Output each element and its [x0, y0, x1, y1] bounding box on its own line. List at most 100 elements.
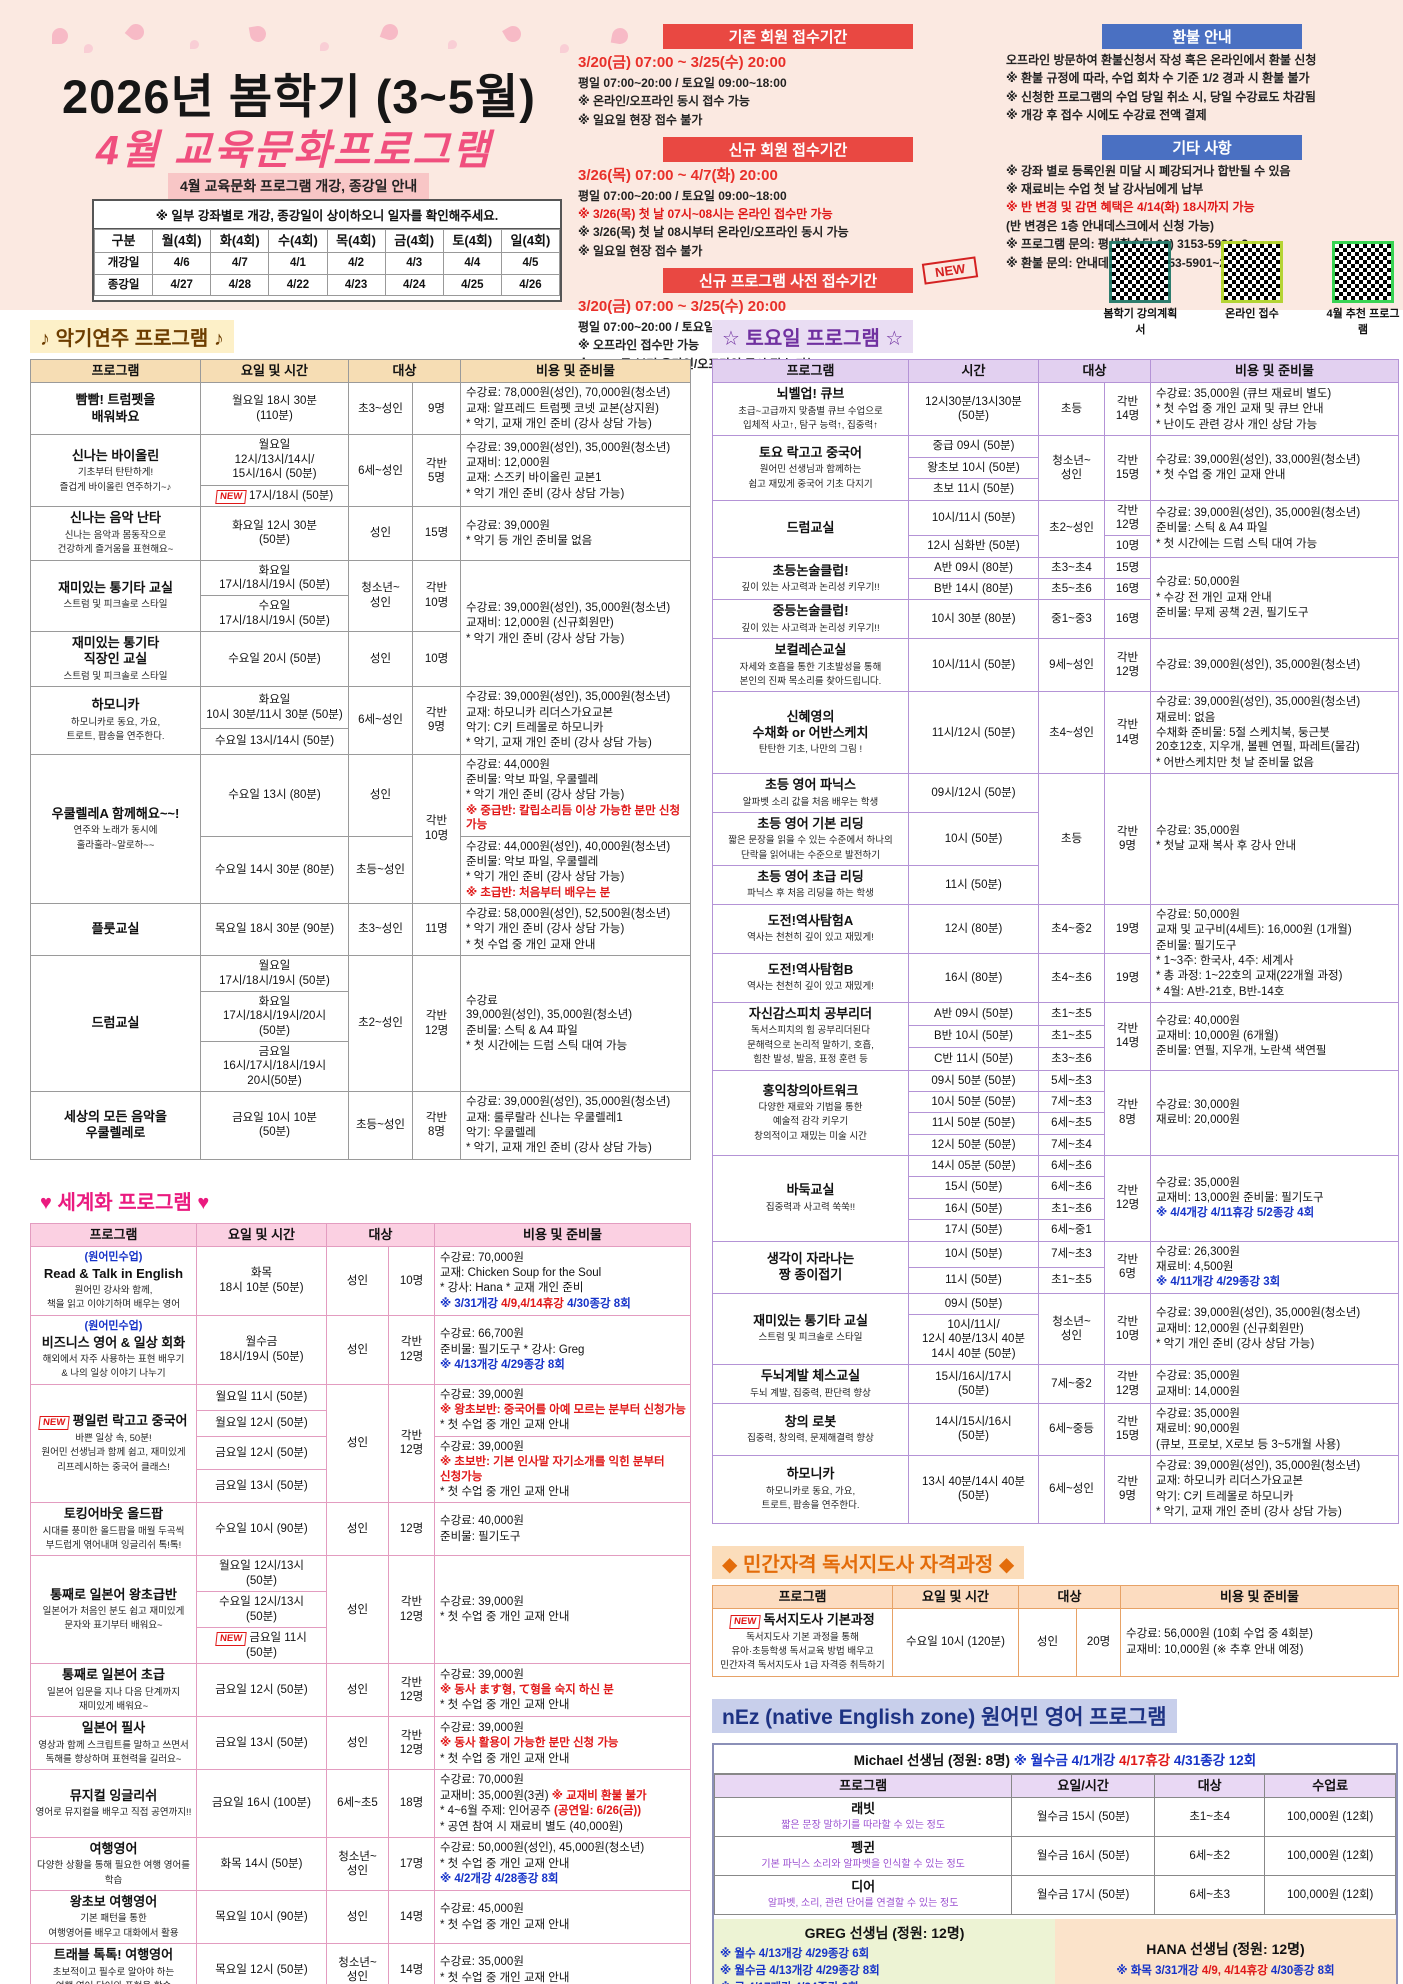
table-row: 개강일 4/6 4/7 4/1 4/2 4/3 4/4 4/5: [93, 252, 561, 275]
table-cell: 수강료: 35,000원 (큐브 재료비 별도) * 첫 수업 중 개인 교재 및…: [1150, 382, 1400, 437]
section-title-instruments: ♪ 악기연주 프로그램 ♪: [30, 320, 234, 353]
table-cell: 월요일 12시/13시 (50분): [196, 1555, 327, 1593]
table-cell: 수요일 14시 30분 (80분): [200, 835, 349, 904]
column-header: 화(4회): [210, 228, 270, 254]
table-cell: 4/6: [152, 252, 212, 275]
table-cell: 우쿨렐레A 함께해요~~! 연주와 노래가 동시에 훌라훌라~알로하~~: [30, 753, 201, 905]
table-cell: 플룻교실: [30, 902, 201, 957]
table-cell: NEW 17시/18시 (50분): [200, 484, 349, 508]
table-cell: 100,000원 (12회): [1264, 1874, 1396, 1915]
table-cell: 월요일 17시/18시/19시 (50분): [200, 955, 349, 992]
qr-code-item: 봄학기 강의계획서: [1100, 241, 1181, 337]
table-cell: 각반 12명: [387, 1555, 436, 1665]
table-cell: 중등논술클럽! 깊이 있는 사고력과 논리성 키우기!!: [712, 599, 909, 640]
table-cell: 하모니카 하모니카로 동요, 가요, 트로트, 팝송을 연주한다.: [30, 686, 201, 755]
column-header: 프로그램: [30, 358, 201, 384]
table-cell: 6세~초6: [1038, 1176, 1105, 1199]
column-header: 비용 및 준비물: [1150, 358, 1400, 384]
table-cell: 자신감스피치 공부리더 독서스피치의 힘 공부리더된다 문해력으로 논리적 말하기…: [712, 1002, 909, 1071]
section-title-saturday: ☆ 토요일 프로그램 ☆: [712, 320, 914, 353]
table-cell: 홍익창의아트워크 다양한 재료와 기법을 통한 예술적 감각 키우기 창의적이고 …: [712, 1069, 909, 1156]
table-cell: 각반 15명: [1103, 1402, 1152, 1457]
table-cell: 바둑교실 집중력과 사고력 쑥쑥!!: [712, 1155, 909, 1242]
table-cell: 10시 (50분): [908, 811, 1039, 867]
table-row: 16시 (50분) 초1~초6: [713, 1197, 1399, 1221]
table-cell: 6세~중1: [1038, 1219, 1105, 1242]
saturday-program-table: 프로그램 시간 대상 비용 및 준비물 뇌벨업! 큐브 초급~고급까지 맞춤별 큐브 수업…: [712, 358, 1400, 1524]
table-cell: 재미있는 통기타 교실 스트럼 및 피크솔로 스타일: [712, 1292, 909, 1366]
column-header: 비용 및 준비물: [1120, 1584, 1400, 1609]
table-cell: 각반 12명: [1103, 638, 1152, 693]
column-header: 요일 및 시간: [196, 1222, 327, 1247]
table-cell: 성인: [326, 1383, 389, 1504]
table-cell: 각반 14명: [1103, 1002, 1152, 1071]
table-cell: 초5~초6: [1038, 577, 1105, 601]
table-cell: 각반 14명: [1103, 691, 1152, 775]
column-header: 요일 및 시간: [892, 1584, 1019, 1609]
new-badge: NEW: [215, 489, 247, 504]
qr-code-item: 온라인 접수: [1220, 241, 1283, 337]
table-cell: 청소년~ 성인: [1038, 435, 1105, 501]
table-cell: 10시/11시 (50분): [908, 499, 1039, 537]
table-cell: 중1~중3: [1038, 599, 1105, 640]
table-cell: 수강료: 50,000원 * 수강 전 개인 교재 안내 준비물: 무제 공책 2권…: [1150, 556, 1400, 640]
music-note-icon: ♪: [40, 328, 50, 350]
header-row: 프로그램 요일 및 시간 대상 비용 및 준비물: [30, 1222, 692, 1247]
blossom-decoration: [190, 40, 199, 49]
table-cell: 금요일 12시 (50분): [196, 1663, 327, 1718]
table-cell: 4/22: [268, 273, 328, 297]
column-header: 비용 및 준비물: [434, 1222, 692, 1247]
table-cell: 수강료: 26,300원 재료비: 4,500원 ※ 4/11개강 4/29종강 3…: [1150, 1240, 1400, 1294]
table-row: 일본어 필사 영상과 함께 스크립트를 말하고 쓰면서 독해를 향상하며 표현력을…: [30, 1716, 692, 1771]
table-row: NEW 금요일 11시 (50분): [31, 1626, 691, 1665]
table-cell: 16명: [1103, 577, 1152, 601]
table-cell: 디어 알파벳, 소리, 관련 단어를 연결할 수 있는 정도: [713, 1874, 1013, 1915]
table-cell: 15명: [411, 506, 462, 561]
table-cell: 성인: [348, 753, 413, 837]
table-cell: 100,000원 (12회): [1264, 1835, 1396, 1876]
table-row: 초등 영어 파닉스 알파벳 소리 값을 처음 배우는 학생 09시/12시 (50분…: [712, 773, 1400, 905]
table-cell: 수강료: 35,000원 교재비: 13,000원 준비물: 필기도구 ※ 4/4개…: [1150, 1155, 1400, 1242]
table-cell: 각반 8명: [411, 1091, 462, 1160]
table-row: 도전!역사탐험B 역사는 천천히 깊이 있고 재밌게! 16시 (80분) 초4~초6…: [712, 952, 1399, 1004]
table-cell: 6세~초6: [1038, 1154, 1105, 1178]
column-header: 대상: [1037, 358, 1152, 384]
table-row: 종강일 4/27 4/28 4/22 4/23 4/24 4/25 4/26: [93, 273, 561, 297]
table-cell: 각반 12명: [387, 1383, 436, 1504]
table-cell: 6세~성인: [348, 686, 413, 755]
table-cell: 수강료: 39,000원 ※ 동사 활용이 가능한 분만 신청 가능 * 첫 수업 …: [434, 1716, 692, 1771]
table-row: 펭귄 기본 파닉스 소리와 알파벳을 인식할 수 있는 정도 월수금 16시 (50…: [713, 1835, 1396, 1876]
table-row: 드럼교실 10시/11시 (50분) 초2~성인 각반 12명 수강료: 39,000원…: [712, 499, 1400, 558]
schedule-note: ※ 일부 강좌별로 개강, 종강일이 상이하오니 일자를 확인해주세요.: [94, 201, 560, 229]
table-row: 수요일 12시/13시 (50분): [31, 1591, 691, 1628]
table-row: 래빗 짧은 문장 말하기를 따라할 수 있는 정도 월수금 15시 (50분) 초1~…: [713, 1797, 1396, 1837]
table-cell: 각반 10명: [411, 753, 462, 905]
table-cell: 6세~중등: [1038, 1402, 1105, 1457]
table-cell: 16시 (80분): [908, 952, 1039, 1004]
table-cell: 4/4: [442, 252, 502, 275]
info-box: 기타 사항 ※ 강좌 별로 등록인원 미달 시 폐강되거나 합반될 수 있음 ※ 재…: [1006, 134, 1398, 273]
qr-label: 4월 추천 프로그램: [1326, 308, 1400, 336]
table-cell: 4/1: [268, 252, 328, 275]
table-cell: 초등: [1038, 773, 1105, 905]
table-cell: 초등~성인: [348, 835, 413, 904]
blossom-decoration: [379, 21, 401, 43]
table-cell: 17명: [387, 1836, 436, 1892]
table-row: 뇌벨업! 큐브 초급~고급까지 맞춤별 큐브 수업으로 입체적 사고↑, 탐구 능…: [712, 382, 1400, 437]
qr-code: [1331, 241, 1394, 303]
table-row: 바둑교실 집중력과 사고력 쑥쑥!! 14시 05분 (50분) 6세~초6 각반 12…: [712, 1154, 1400, 1242]
table-cell: 수강료: 70,000원 교재비: 35,000원(3권) ※ 교재비 환불 불가…: [434, 1769, 692, 1838]
column-header: 프로그램: [712, 358, 909, 384]
table-cell: 14시 05분 (50분): [908, 1154, 1039, 1178]
table-cell: 수요일 17시/18시/19시 (50분): [200, 595, 349, 632]
table-cell: 4/27: [152, 273, 212, 297]
section-title-world: ♥ 세계화 프로그램 ♥: [40, 1191, 210, 1214]
table-cell: 수강료: 39,000원(성인), 35,000원(청소년) 교재: 하모니카 리…: [460, 686, 692, 755]
table-cell: 청소년~ 성인: [326, 1836, 389, 1892]
table-cell: 성인: [326, 1314, 389, 1385]
table-cell: 수강료: 70,000원 교재: Chicken Soup for the Sou…: [434, 1245, 692, 1316]
table-cell: 11명: [411, 902, 462, 957]
table-row: 통째로 일본어 초급 일본어 입문을 지나 다음 단계까지 재미있게 배워요~ 금요…: [30, 1663, 692, 1718]
table-cell: NEW 금요일 11시 (50분): [196, 1626, 327, 1665]
table-cell: 수요일 13시/14시 (50분): [200, 728, 349, 755]
